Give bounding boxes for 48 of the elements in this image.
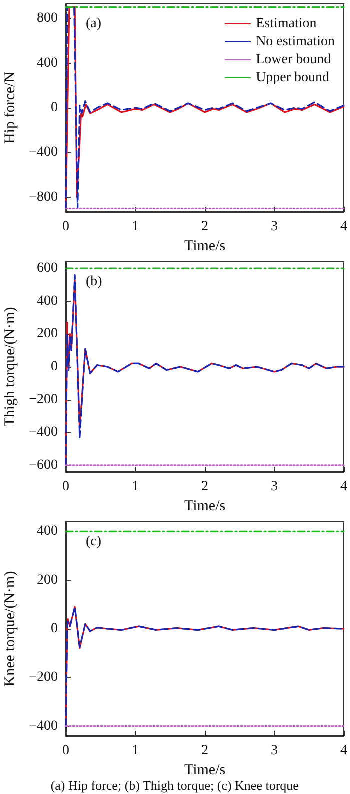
y-tick-label: 600 bbox=[37, 261, 58, 276]
x-tick-label: 3 bbox=[271, 220, 278, 234]
legend-label: Lower bound bbox=[256, 52, 332, 68]
legend-label: Estimation bbox=[256, 16, 317, 32]
y-tick-label: 200 bbox=[37, 572, 58, 588]
y-tick-label: 400 bbox=[37, 524, 58, 540]
x-tick-label: 2 bbox=[202, 744, 208, 758]
y-tick-label: 0 bbox=[51, 100, 58, 116]
legend-label: Upper bound bbox=[256, 70, 330, 86]
legend-label: No estimation bbox=[256, 34, 336, 50]
x-tick-label: 4 bbox=[340, 220, 348, 234]
y-tick-label: −400 bbox=[29, 145, 58, 160]
x-tick-label: 1 bbox=[132, 480, 139, 494]
y-tick-label: −400 bbox=[29, 425, 58, 440]
x-tick-label: 1 bbox=[132, 744, 139, 758]
x-tick-label: 3 bbox=[271, 480, 278, 494]
x-tick-label: 1 bbox=[132, 220, 139, 234]
y-tick-label: −400 bbox=[29, 718, 58, 734]
x-tick-label: 0 bbox=[62, 480, 70, 494]
annotation: (a) bbox=[86, 16, 102, 32]
y-tick-label: 0 bbox=[51, 622, 58, 636]
annotation: (b) bbox=[86, 274, 103, 290]
y-tick-label: −800 bbox=[29, 190, 58, 205]
y-axis-title: Knee torque/(N·m) bbox=[2, 571, 19, 687]
x-tick-label: 4 bbox=[340, 480, 348, 494]
y-axis-title: Hip force/N bbox=[2, 72, 19, 144]
y-axis-title: Thigh torque/(N·m) bbox=[2, 307, 19, 427]
x-tick-label: 2 bbox=[202, 220, 208, 234]
x-axis-title: Time/s bbox=[184, 498, 226, 514]
x-tick-label: 3 bbox=[271, 744, 278, 758]
annotation: (c) bbox=[86, 534, 102, 550]
x-tick-label: 4 bbox=[340, 744, 348, 758]
line-series bbox=[65, 606, 345, 728]
x-axis-title: Time/s bbox=[184, 238, 226, 254]
x-axis-title: Time/s bbox=[184, 762, 226, 778]
x-tick-label: 2 bbox=[202, 480, 208, 494]
y-tick-label: 200 bbox=[37, 326, 58, 342]
text: (a) Hip force; (b) Thigh torque; (c) Knee torque bbox=[50, 778, 300, 793]
y-tick-label: 0 bbox=[51, 360, 58, 374]
y-tick-label: 400 bbox=[37, 56, 58, 71]
y-tick-label: −200 bbox=[29, 670, 58, 686]
y-tick-label: 400 bbox=[37, 294, 58, 309]
x-tick-label: 0 bbox=[62, 220, 70, 234]
y-tick-label: 800 bbox=[37, 11, 58, 26]
line-series bbox=[65, 6, 345, 210]
y-tick-label: −200 bbox=[29, 392, 58, 408]
y-tick-label: −600 bbox=[29, 458, 58, 473]
x-tick-label: 0 bbox=[62, 744, 70, 758]
